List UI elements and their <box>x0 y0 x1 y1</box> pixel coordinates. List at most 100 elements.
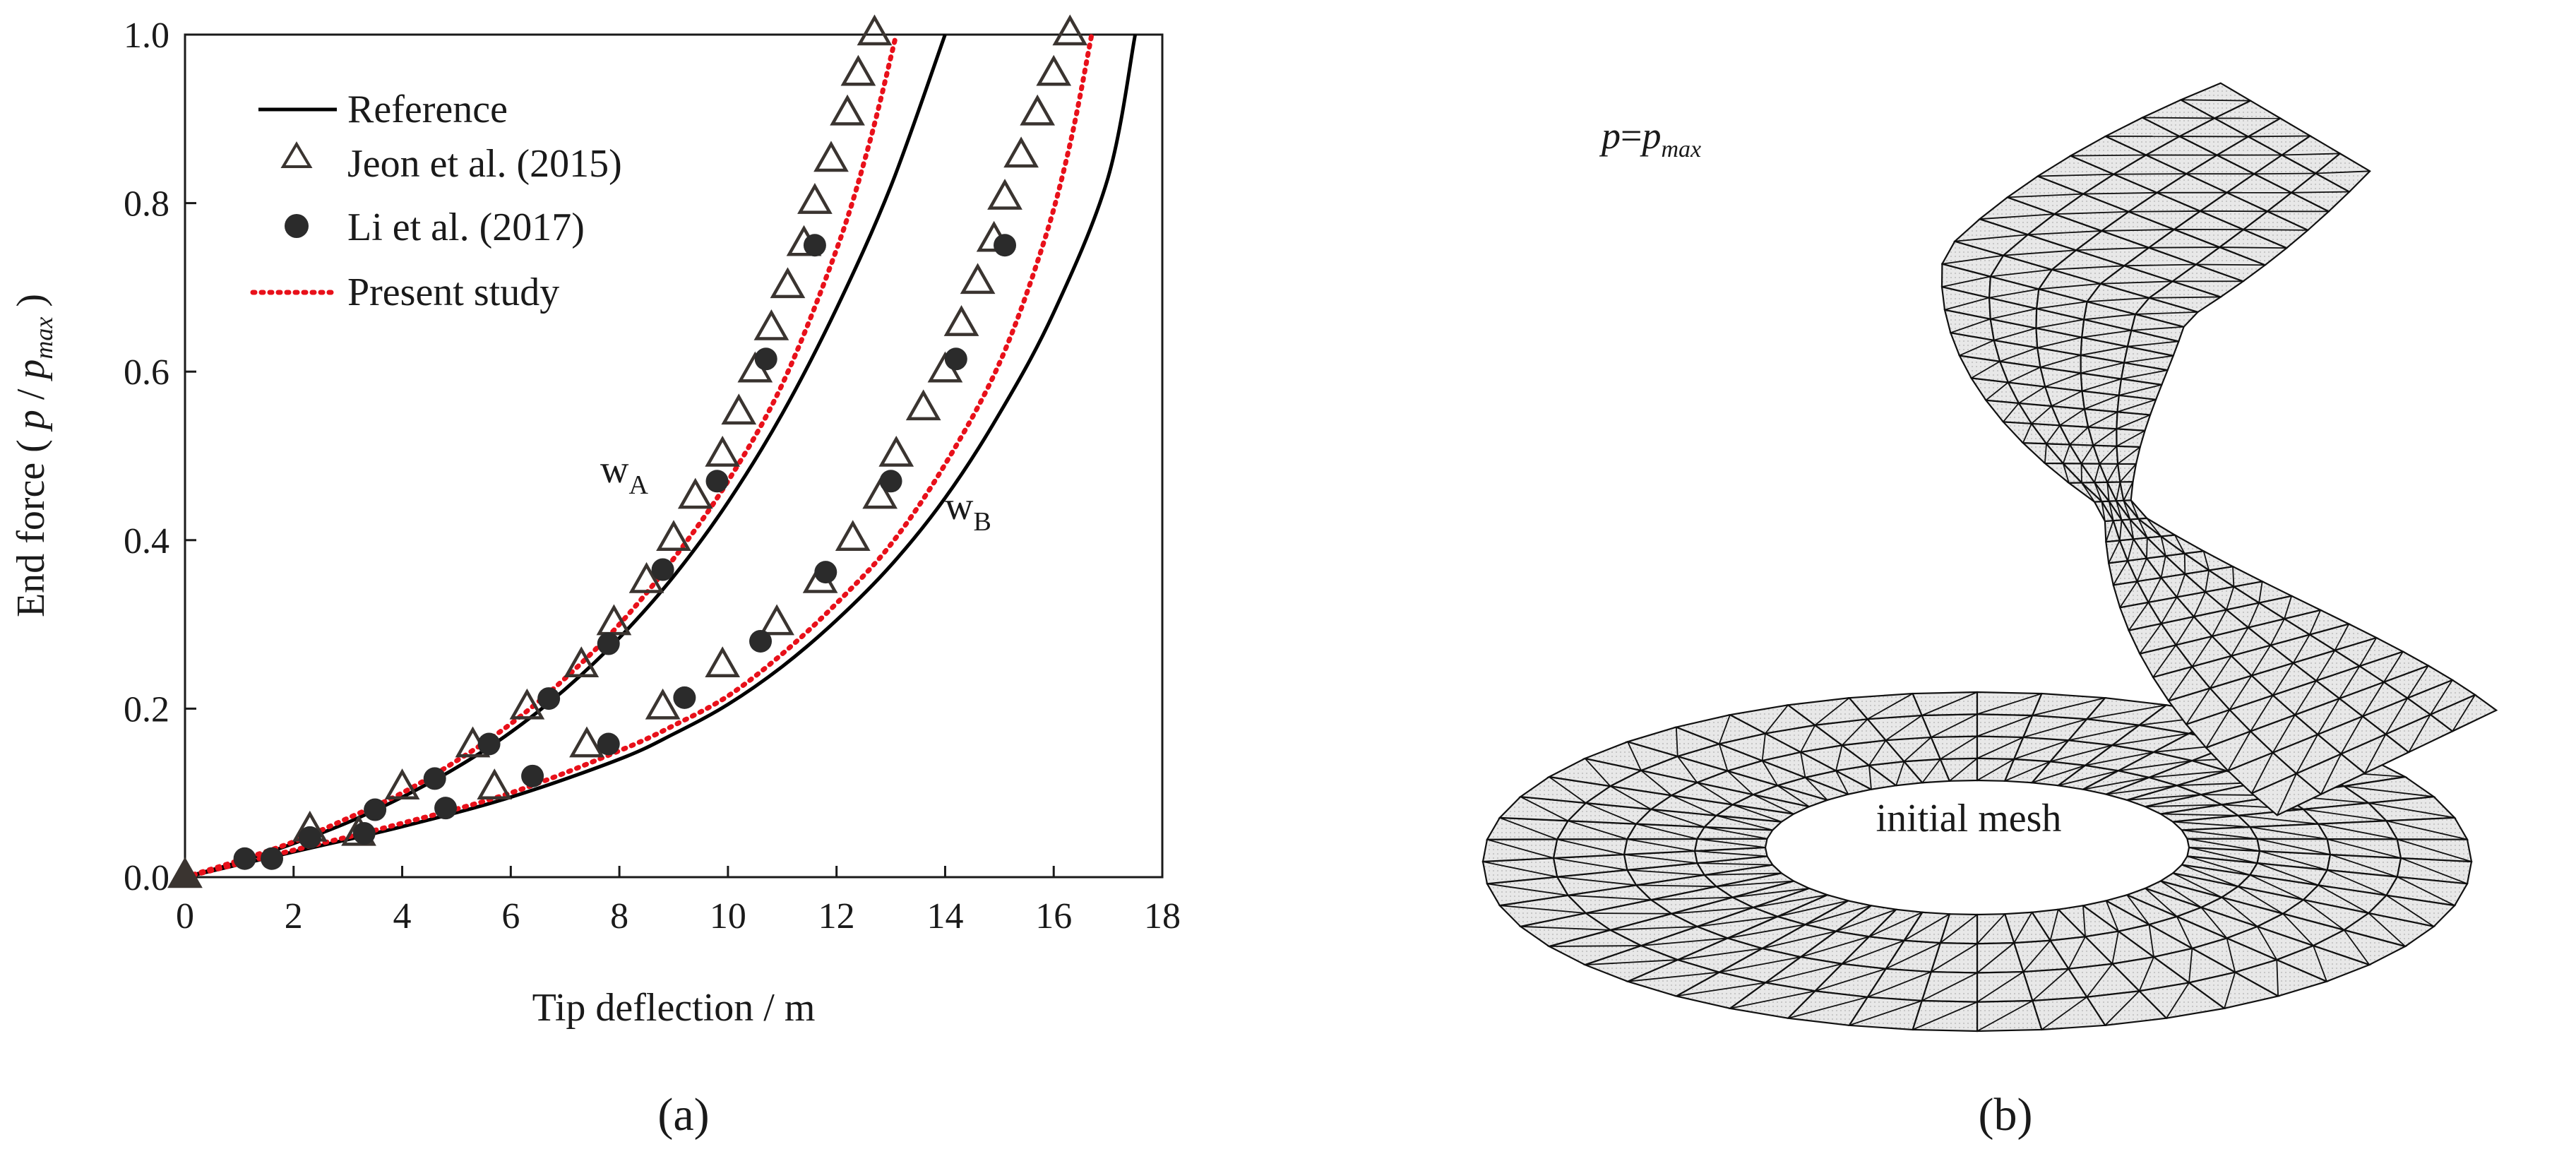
jeon-marker-wA-10 <box>705 435 741 467</box>
jeon-marker-wA-4 <box>509 688 545 720</box>
ring-cells <box>1481 691 2473 1033</box>
jeon-marker-wA-14 <box>770 267 806 299</box>
jeon-marker-wA-18 <box>830 94 865 126</box>
li-marker-wB-6 <box>749 629 773 653</box>
jeon-marker-wB-1 <box>477 768 513 799</box>
y-tick-label-5: 1.0 <box>124 16 169 56</box>
reference-line-wB <box>184 34 1138 877</box>
y-axis-title: End force ( p / pmax ) <box>9 294 58 617</box>
li-marker-wA-0 <box>233 847 256 870</box>
jeon-marker-wB-15 <box>987 179 1022 210</box>
li-marker-wB-10 <box>994 234 1017 257</box>
x-tick-label-4: 8 <box>610 896 628 936</box>
x-tick-label-5: 10 <box>710 896 746 936</box>
present-study-line-wB <box>182 32 1095 877</box>
legend: Reference Jeon et al. (2015) Li et al. (… <box>250 88 622 314</box>
jeon-marker-wB-12 <box>943 305 979 336</box>
x-axis-title: Tip deflection / m <box>532 986 816 1030</box>
jeon-marker-wA-8 <box>656 520 691 552</box>
x-tick-label-2: 4 <box>393 896 412 936</box>
curve-label-wB: wB <box>945 484 991 537</box>
jeon-marker-wB-5 <box>759 604 794 636</box>
legend-circle-marker <box>285 214 309 238</box>
jeon-marker-wA-20 <box>857 14 893 46</box>
jeon-marker-wB-3 <box>645 688 681 720</box>
x-tick-label-9: 18 <box>1144 896 1181 936</box>
jeon-marker-wA-16 <box>797 183 833 214</box>
li-marker-wA-8 <box>705 470 729 493</box>
initial-mesh-ring <box>1481 691 2473 1033</box>
legend-reference-label: Reference <box>347 88 508 131</box>
jeon-marker-wA-2 <box>384 768 420 799</box>
x-tick-label-3: 6 <box>501 896 520 936</box>
x-tick-label-7: 14 <box>926 896 963 936</box>
jeon-marker-wB-9 <box>878 435 914 467</box>
jeon-marker-wB-18 <box>1036 54 1072 86</box>
y-tick-label-3: 0.6 <box>124 352 169 393</box>
li-marker-wA-5 <box>537 687 561 710</box>
li-marker-wA-4 <box>477 732 501 756</box>
jeon-marker-wA-13 <box>753 309 789 340</box>
li-marker-wA-2 <box>364 798 387 821</box>
jeon-marker-wB-19 <box>1052 14 1088 46</box>
li-marker-wA-6 <box>597 632 620 655</box>
legend-jeon-label: Jeon et al. (2015) <box>347 142 622 186</box>
jeon-marker-wB-2 <box>569 726 604 758</box>
panel-label-a: (a) <box>657 1089 709 1141</box>
x-tick-label-6: 12 <box>818 896 855 936</box>
li-marker-wB-3 <box>521 764 544 787</box>
curve-label-wA: wA <box>600 448 648 500</box>
li-marker-wA-10 <box>803 234 826 257</box>
jeon-marker-wA-5 <box>564 646 600 677</box>
y-tick-label-2: 0.4 <box>124 521 169 561</box>
twist-cells <box>1940 82 2498 816</box>
y-tick-label-1: 0.2 <box>124 689 169 730</box>
initial-mesh-label: initial mesh <box>1876 797 2062 840</box>
x-tick-label-0: 0 <box>176 896 194 936</box>
y-tick-label-4: 0.8 <box>124 184 169 225</box>
mesh-panel-b: p=pmax initial mesh (b) <box>1481 82 2498 1141</box>
jeon-marker-wA-7 <box>628 561 664 593</box>
jeon-marker-wB-17 <box>1020 94 1056 126</box>
y-tick-label-0: 0.0 <box>124 858 169 898</box>
axis-ticks: 0 2 4 6 8 10 12 14 16 18 0.0 0.2 0.4 0.6 0.8 1.0 <box>124 16 1181 936</box>
present-study-line-wA <box>182 32 899 877</box>
plot-frame <box>184 33 1164 879</box>
li-marker-wB-0 <box>261 847 284 870</box>
x-tick-label-8: 16 <box>1035 896 1072 936</box>
chart-markers <box>167 14 1088 888</box>
chart-curves <box>182 32 1138 877</box>
li-marker-wB-1 <box>352 821 376 845</box>
jeon-marker-wA-6 <box>596 604 632 636</box>
jeon-marker-wB-10 <box>905 389 941 421</box>
jeon-marker-wB-13 <box>960 263 996 295</box>
jeon-marker-wA-17 <box>813 141 849 172</box>
mesh-label-p-max: p=pmax <box>1599 114 1701 162</box>
deformed-mesh-strip <box>1940 82 2498 816</box>
legend-present-label: Present study <box>347 270 559 314</box>
legend-li-label: Li et al. (2017) <box>347 206 585 249</box>
jeon-marker-wB-4 <box>705 646 741 677</box>
li-marker-wA-7 <box>651 558 674 581</box>
li-marker-wA-1 <box>298 826 321 849</box>
li-marker-wA-3 <box>423 767 446 790</box>
jeon-marker-wA-19 <box>840 54 876 86</box>
li-marker-wB-5 <box>673 686 696 709</box>
li-marker-wB-4 <box>597 732 620 756</box>
origin-marker <box>170 860 200 886</box>
x-tick-label-1: 2 <box>285 896 303 936</box>
jeon-marker-wA-9 <box>677 477 713 509</box>
li-marker-wB-9 <box>944 347 967 371</box>
li-marker-wA-9 <box>754 347 777 371</box>
jeon-marker-wA-11 <box>721 393 757 425</box>
li-marker-wB-8 <box>879 470 902 493</box>
legend-triangle-marker <box>280 141 313 168</box>
li-marker-wB-2 <box>434 797 458 820</box>
jeon-marker-wB-16 <box>1003 136 1039 168</box>
li-marker-wB-7 <box>814 561 837 584</box>
chart-panel-a: 0 2 4 6 8 10 12 14 16 18 0.0 0.2 0.4 0.6 0.8 1.0 End fo… <box>9 14 1181 1141</box>
panel-label-b: (b) <box>1979 1089 2033 1141</box>
jeon-marker-wB-8 <box>862 477 898 509</box>
jeon-marker-wB-7 <box>835 520 871 552</box>
